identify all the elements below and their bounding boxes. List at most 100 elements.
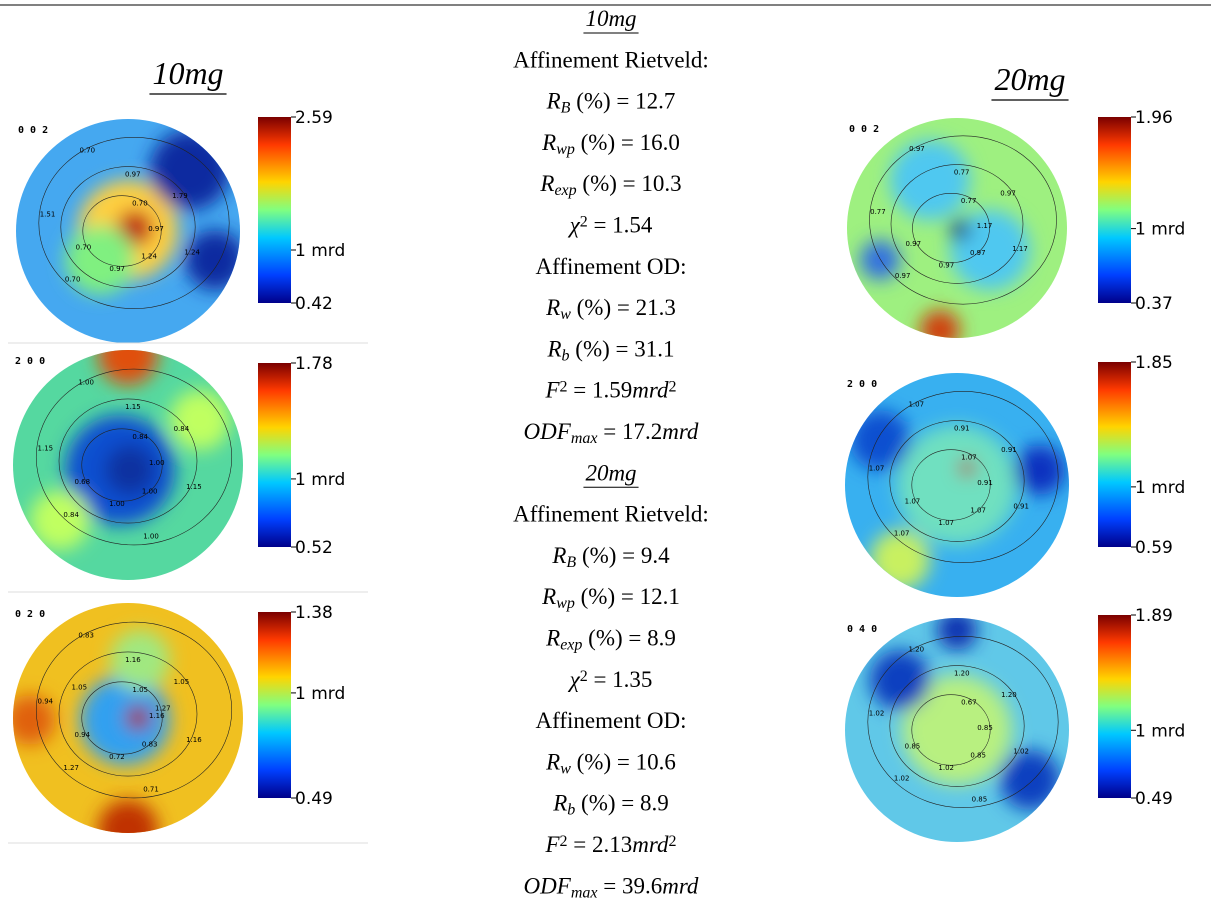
contour-label: 1.07 <box>938 519 954 527</box>
formula-part: = 39.6 <box>597 873 662 898</box>
intensity-blob <box>30 490 90 550</box>
contour-line <box>58 398 198 524</box>
colorbar-label: 1 mrd <box>1135 478 1185 498</box>
pole-figure <box>845 373 1069 597</box>
contour-label: 0.83 <box>78 631 94 639</box>
contour-label: 1.17 <box>977 222 993 230</box>
formula-part: = 2.13 <box>568 832 633 857</box>
contour-label: 0.84 <box>132 433 148 441</box>
contour-label: 0.70 <box>79 146 95 154</box>
colorbar-label: 1.89 <box>1135 606 1173 626</box>
contour-label: 1.02 <box>894 775 910 783</box>
formula: Rw (%) = 10.6 <box>545 749 676 777</box>
formula-part: = 17.2 <box>597 419 662 444</box>
contour-label: 0.70 <box>132 200 148 208</box>
formula-part: 2 <box>560 833 568 850</box>
formula: F2 = 1.59mrd2 <box>544 378 676 403</box>
formula-part: = 1.59 <box>568 378 633 403</box>
contour-label: 0.68 <box>74 478 90 486</box>
contour-label: 1.00 <box>143 533 159 541</box>
formula-part: B <box>561 100 571 117</box>
intensity-map <box>65 130 240 295</box>
contour-line <box>35 368 233 546</box>
section-title: 10mg <box>585 6 636 31</box>
contour-label: 1.02 <box>938 764 954 772</box>
contour-label: 0.83 <box>142 740 158 748</box>
formula-part: b <box>562 347 570 364</box>
contour-label: 1.05 <box>132 686 148 694</box>
contour-label: 1.00 <box>149 459 165 467</box>
pole-figure <box>13 603 243 833</box>
formula-part: (%) = 31.1 <box>570 336 675 361</box>
colorbar-label: 1.38 <box>295 603 333 623</box>
formula-part: 2 <box>580 667 588 684</box>
contour-line <box>911 694 991 766</box>
formula: Rb (%) = 31.1 <box>546 336 674 364</box>
formula-part: (%) = 8.9 <box>582 626 675 651</box>
formula-part: R <box>545 626 560 651</box>
contour-label: 1.15 <box>186 483 202 491</box>
formula-part: ODF <box>524 873 572 898</box>
colorbar-label: 0.52 <box>295 538 333 558</box>
formula: Rwp (%) = 16.0 <box>541 130 680 158</box>
contour-label: 1.00 <box>78 378 94 386</box>
contour-line <box>911 449 991 521</box>
formula: Rwp (%) = 12.1 <box>541 584 680 612</box>
intensity-blob <box>150 130 230 210</box>
formula-part: (%) = 10.6 <box>571 749 676 774</box>
formula-part: max <box>571 430 598 447</box>
formula: RB (%) = 9.4 <box>551 543 670 571</box>
intensity-map <box>850 410 1065 590</box>
formula-part: R <box>545 749 560 774</box>
section-heading: Affinement Rietveld: <box>513 47 709 72</box>
contour-line <box>82 195 162 267</box>
contour-label: 0.84 <box>174 425 190 433</box>
formula-part: w <box>560 760 571 777</box>
intensity-blob <box>890 140 970 220</box>
contour-line <box>889 665 1025 787</box>
colorbar-label: 0.49 <box>1135 789 1173 809</box>
intensity-blob <box>1000 750 1060 810</box>
contour-label: 1.00 <box>142 487 158 495</box>
contour-label: 0.77 <box>961 197 977 205</box>
formula-part: (%) = 12.7 <box>570 89 675 114</box>
contour-label: 0.67 <box>961 699 977 707</box>
intensity-blob <box>950 220 970 240</box>
formula: χ2 = 1.35 <box>568 667 653 692</box>
formula-part: (%) = 12.1 <box>575 584 680 609</box>
contour-label: 1.05 <box>174 678 190 686</box>
intensity-blob <box>185 230 240 290</box>
pole-label: 0 0 2 <box>18 125 48 136</box>
contour-line <box>81 428 163 502</box>
colorbar-label: 0.42 <box>295 294 333 314</box>
formula: Rb (%) = 8.9 <box>552 791 669 819</box>
colorbar <box>258 363 291 547</box>
formula-part: w <box>560 306 571 323</box>
formula-part: R <box>552 791 567 816</box>
section-heading: Affinement Rietveld: <box>513 502 709 527</box>
intensity-blob <box>920 310 960 338</box>
colorbar-label: 1 mrd <box>1135 220 1185 240</box>
section-heading: Affinement OD: <box>536 708 687 733</box>
contour-label: 0.85 <box>972 796 988 804</box>
formula-part: R <box>546 336 561 361</box>
colorbar-label: 1 mrd <box>295 684 345 704</box>
colorbar <box>1098 117 1131 303</box>
contour-label: 1.15 <box>125 403 141 411</box>
formula-part: F <box>544 378 560 403</box>
contour-label: 1.20 <box>954 669 970 677</box>
pole-figure <box>13 350 243 580</box>
contour-line <box>889 420 1025 542</box>
contour-label: 0.77 <box>870 208 886 216</box>
contour-label: 1.16 <box>149 712 165 720</box>
intensity-blob <box>126 706 150 730</box>
panel-title: 10mg <box>152 55 223 91</box>
intensity-map <box>860 140 1030 338</box>
contour-label: 0.84 <box>63 511 79 519</box>
colorbar-label: 1.96 <box>1135 108 1173 128</box>
formula-part: mrd <box>662 873 699 898</box>
contour-label: 0.94 <box>38 697 54 705</box>
contour-line <box>890 164 1024 284</box>
pole-label: 0 4 0 <box>847 624 877 635</box>
